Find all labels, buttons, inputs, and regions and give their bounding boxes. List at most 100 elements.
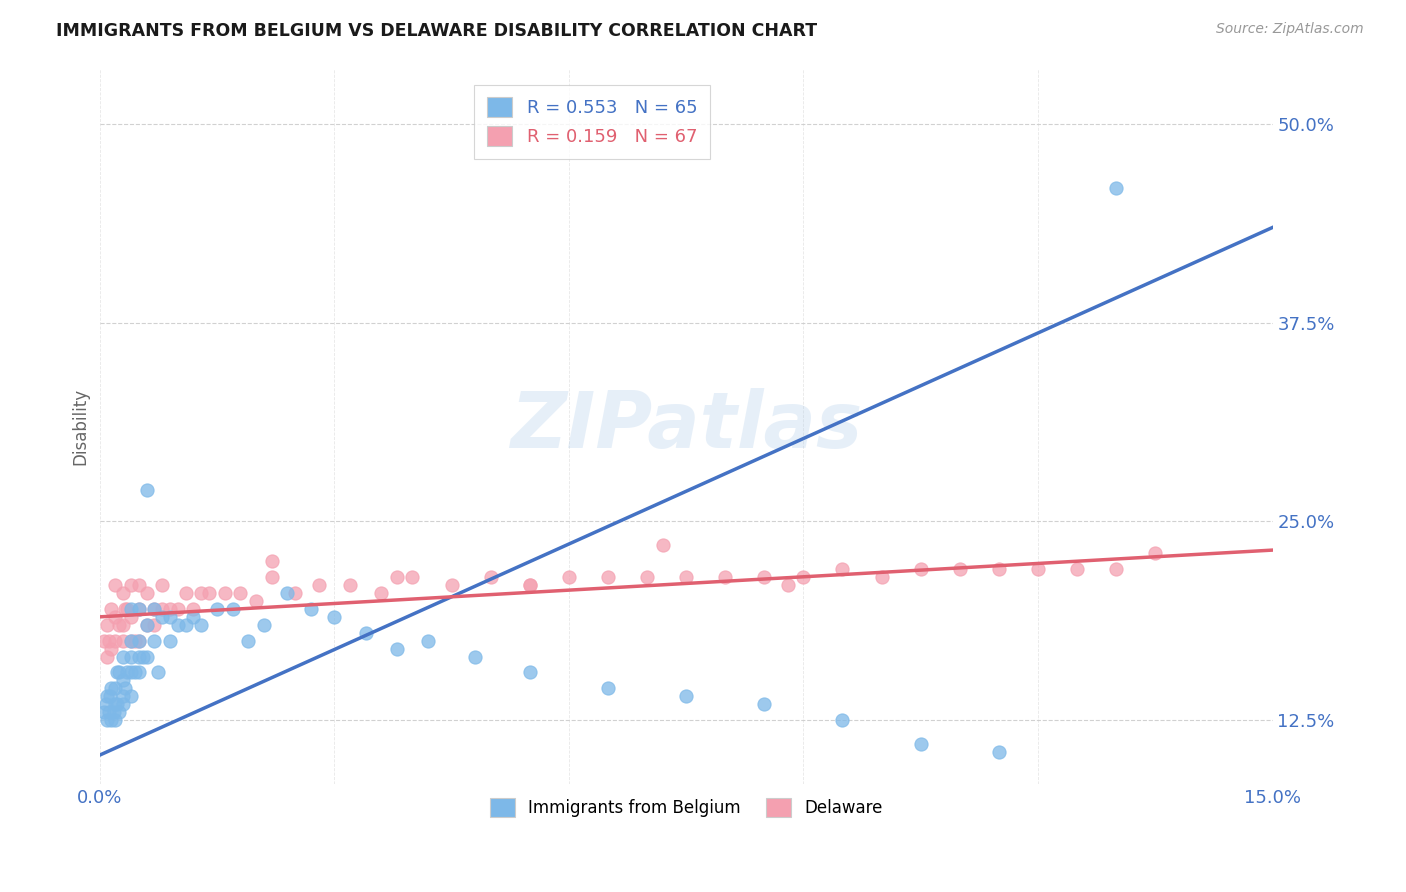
Point	[93, 705, 115, 719]
Point	[135, 586, 157, 600]
Point	[214, 586, 236, 600]
Point	[198, 586, 221, 600]
Point	[651, 538, 673, 552]
Point	[98, 690, 121, 704]
Text: ZIPatlas: ZIPatlas	[510, 388, 862, 464]
Point	[148, 665, 170, 680]
Point	[105, 665, 128, 680]
Point	[519, 665, 541, 680]
Point	[100, 681, 122, 696]
Point	[150, 578, 173, 592]
Point	[93, 633, 115, 648]
Point	[792, 570, 814, 584]
Text: IMMIGRANTS FROM BELGIUM VS DELAWARE DISABILITY CORRELATION CHART: IMMIGRANTS FROM BELGIUM VS DELAWARE DISA…	[56, 22, 817, 40]
Point	[519, 578, 541, 592]
Point	[166, 602, 188, 616]
Point	[104, 578, 127, 592]
Point	[558, 570, 581, 584]
Point	[104, 698, 127, 712]
Legend: Immigrants from Belgium, Delaware: Immigrants from Belgium, Delaware	[481, 790, 891, 825]
Point	[675, 570, 697, 584]
Text: Source: ZipAtlas.com: Source: ZipAtlas.com	[1216, 22, 1364, 37]
Point	[120, 633, 142, 648]
Point	[108, 617, 131, 632]
Point	[190, 617, 212, 632]
Point	[1066, 562, 1088, 576]
Point	[120, 649, 142, 664]
Point	[401, 570, 423, 584]
Point	[714, 570, 737, 584]
Point	[150, 610, 173, 624]
Point	[323, 610, 346, 624]
Point	[776, 578, 799, 592]
Point	[112, 690, 135, 704]
Point	[100, 641, 122, 656]
Point	[120, 578, 142, 592]
Point	[260, 554, 283, 568]
Point	[166, 617, 188, 632]
Point	[636, 570, 658, 584]
Point	[245, 594, 267, 608]
Point	[96, 690, 118, 704]
Point	[115, 602, 138, 616]
Point	[104, 610, 127, 624]
Point	[96, 649, 118, 664]
Point	[128, 633, 150, 648]
Point	[190, 586, 212, 600]
Point	[596, 681, 619, 696]
Point	[128, 602, 150, 616]
Point	[112, 617, 135, 632]
Point	[754, 698, 776, 712]
Point	[464, 649, 486, 664]
Point	[1026, 562, 1049, 576]
Point	[174, 586, 197, 600]
Point	[205, 602, 228, 616]
Point	[440, 578, 463, 592]
Point	[143, 602, 166, 616]
Point	[987, 745, 1010, 759]
Point	[115, 665, 138, 680]
Point	[120, 633, 142, 648]
Point	[159, 610, 181, 624]
Point	[1105, 180, 1128, 194]
Point	[103, 705, 125, 719]
Point	[276, 586, 298, 600]
Point	[159, 602, 181, 616]
Point	[299, 602, 322, 616]
Point	[135, 617, 157, 632]
Point	[94, 698, 117, 712]
Point	[385, 570, 408, 584]
Point	[124, 633, 146, 648]
Point	[128, 633, 150, 648]
Point	[120, 602, 142, 616]
Point	[114, 602, 136, 616]
Point	[120, 610, 142, 624]
Point	[104, 681, 127, 696]
Point	[96, 617, 118, 632]
Point	[987, 562, 1010, 576]
Point	[1144, 546, 1167, 560]
Point	[870, 570, 893, 584]
Point	[135, 617, 157, 632]
Point	[100, 602, 122, 616]
Point	[135, 649, 157, 664]
Point	[253, 617, 276, 632]
Point	[221, 602, 243, 616]
Point	[174, 617, 197, 632]
Point	[131, 649, 153, 664]
Point	[238, 633, 260, 648]
Point	[112, 586, 135, 600]
Point	[1105, 562, 1128, 576]
Y-axis label: Disability: Disability	[72, 387, 89, 465]
Point	[128, 649, 150, 664]
Point	[135, 483, 157, 497]
Point	[354, 625, 377, 640]
Point	[128, 602, 150, 616]
Point	[112, 673, 135, 688]
Point	[229, 586, 252, 600]
Point	[128, 665, 150, 680]
Point	[98, 705, 121, 719]
Point	[108, 705, 131, 719]
Point	[183, 602, 205, 616]
Point	[284, 586, 307, 600]
